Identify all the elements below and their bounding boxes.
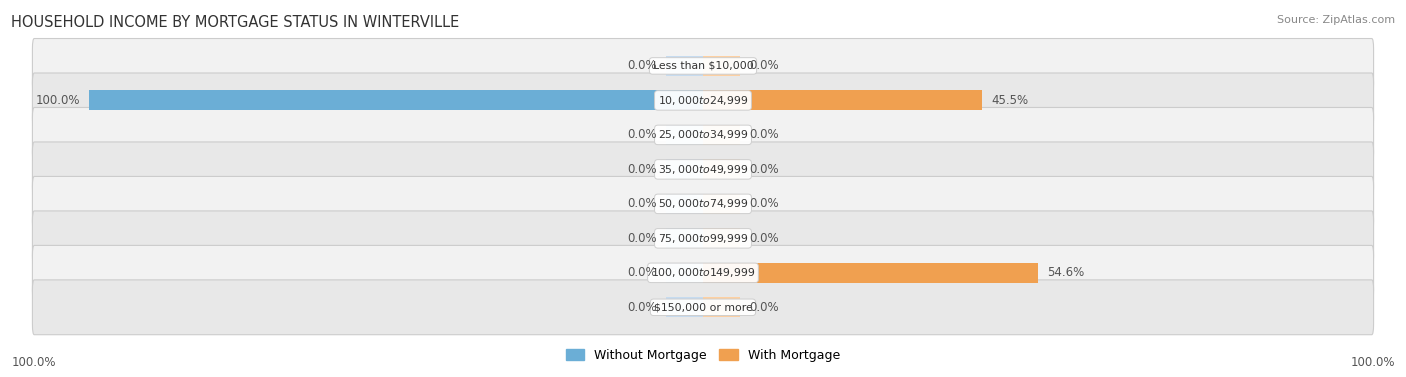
Bar [703,125,740,145]
FancyBboxPatch shape [32,280,1374,335]
Text: 54.6%: 54.6% [1047,266,1084,279]
Bar [703,263,1038,283]
FancyBboxPatch shape [32,245,1374,300]
Text: $150,000 or more: $150,000 or more [654,302,752,312]
Text: Source: ZipAtlas.com: Source: ZipAtlas.com [1277,15,1395,25]
Text: 100.0%: 100.0% [11,357,56,369]
Text: 0.0%: 0.0% [627,197,657,210]
FancyBboxPatch shape [32,211,1374,266]
Text: 0.0%: 0.0% [749,301,779,314]
FancyBboxPatch shape [32,73,1374,128]
Text: $25,000 to $34,999: $25,000 to $34,999 [658,129,748,141]
FancyBboxPatch shape [32,176,1374,231]
Bar [666,263,703,283]
Text: $10,000 to $24,999: $10,000 to $24,999 [658,94,748,107]
Text: HOUSEHOLD INCOME BY MORTGAGE STATUS IN WINTERVILLE: HOUSEHOLD INCOME BY MORTGAGE STATUS IN W… [11,15,460,30]
Text: 0.0%: 0.0% [627,301,657,314]
Bar [703,228,740,248]
Bar [666,228,703,248]
Bar [90,90,703,110]
Text: 100.0%: 100.0% [1350,357,1395,369]
Bar [666,297,703,317]
Text: 0.0%: 0.0% [627,60,657,72]
Legend: Without Mortgage, With Mortgage: Without Mortgage, With Mortgage [561,344,845,367]
Text: 0.0%: 0.0% [627,163,657,176]
Bar [666,125,703,145]
FancyBboxPatch shape [32,107,1374,162]
Bar [666,56,703,76]
Text: 45.5%: 45.5% [991,94,1028,107]
Bar [703,90,983,110]
Text: 0.0%: 0.0% [627,129,657,141]
Text: 0.0%: 0.0% [627,266,657,279]
Text: $75,000 to $99,999: $75,000 to $99,999 [658,232,748,245]
Text: $35,000 to $49,999: $35,000 to $49,999 [658,163,748,176]
Text: 0.0%: 0.0% [749,232,779,245]
Text: 0.0%: 0.0% [749,163,779,176]
FancyBboxPatch shape [32,38,1374,93]
Text: $50,000 to $74,999: $50,000 to $74,999 [658,197,748,210]
Text: 0.0%: 0.0% [749,197,779,210]
Text: 0.0%: 0.0% [749,60,779,72]
FancyBboxPatch shape [32,142,1374,197]
Text: 0.0%: 0.0% [627,232,657,245]
Bar [666,159,703,179]
Text: Less than $10,000: Less than $10,000 [652,61,754,71]
Bar [703,194,740,214]
Text: 0.0%: 0.0% [749,129,779,141]
Bar [666,194,703,214]
Bar [703,297,740,317]
Text: 100.0%: 100.0% [35,94,80,107]
Bar [703,56,740,76]
Text: $100,000 to $149,999: $100,000 to $149,999 [651,266,755,279]
Bar [703,159,740,179]
